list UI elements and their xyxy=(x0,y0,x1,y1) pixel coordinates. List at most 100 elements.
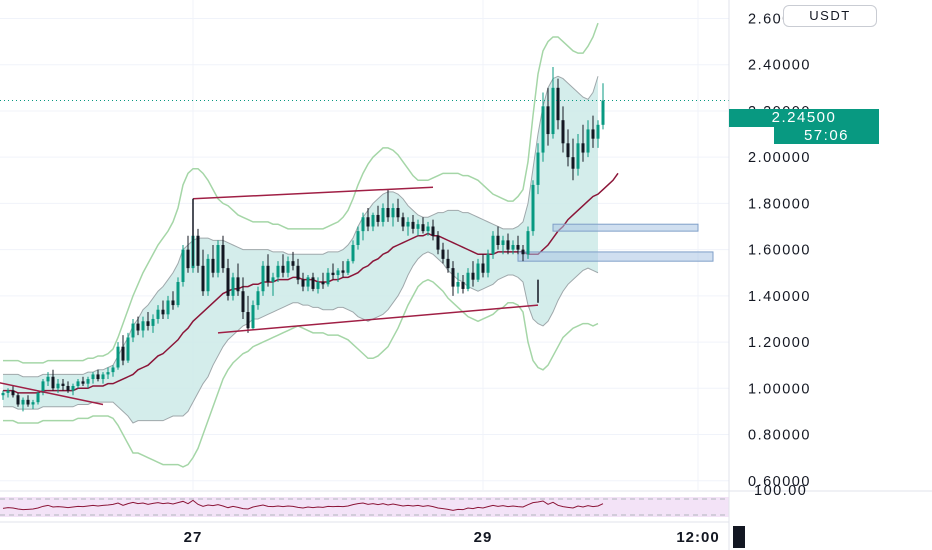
candle-body-24 xyxy=(121,346,125,361)
outer-lower-band xyxy=(3,278,599,468)
currency-button[interactable]: USDT xyxy=(783,5,877,27)
candle-body-114 xyxy=(571,157,575,169)
y-tick-label-10: 0.60000 xyxy=(748,474,811,490)
candle-body-44 xyxy=(221,245,225,269)
candle-body-3 xyxy=(16,395,20,405)
candle-body-11 xyxy=(56,383,60,389)
candle-body-35 xyxy=(176,281,180,306)
candle-body-94 xyxy=(471,272,475,280)
candle-body-67 xyxy=(336,270,340,276)
candle-body-91 xyxy=(456,281,460,287)
y-tick-label-4: 1.80000 xyxy=(748,196,811,212)
y-tick-label-1: 2.40000 xyxy=(748,58,811,74)
candle-body-85 xyxy=(426,226,430,232)
trend-lines xyxy=(0,186,539,406)
candle-body-71 xyxy=(356,231,360,245)
candle-body-63 xyxy=(316,281,320,289)
candle-body-102 xyxy=(511,245,515,250)
candle-body-106 xyxy=(531,184,535,232)
candle-body-58 xyxy=(291,261,295,266)
candle-body-61 xyxy=(306,277,310,287)
rsi-axis-label: 100.00 xyxy=(754,483,807,499)
trendline-1 xyxy=(217,304,539,334)
zone-0 xyxy=(552,223,699,232)
candle-body-72 xyxy=(361,217,365,232)
candle-body-57 xyxy=(286,261,290,273)
candle-series xyxy=(1,67,605,412)
candle-body-105 xyxy=(526,231,530,255)
candle-body-26 xyxy=(131,323,135,338)
candle-body-16 xyxy=(81,381,85,384)
candle-body-108 xyxy=(541,106,545,153)
candle-body-30 xyxy=(151,318,155,326)
candle-body-54 xyxy=(271,277,275,282)
candle-body-2 xyxy=(11,390,15,396)
rsi-pane xyxy=(0,490,932,517)
candle-body-10 xyxy=(51,376,55,389)
candle-body-116 xyxy=(581,143,585,153)
candle-body-87 xyxy=(436,235,440,250)
rsi-line xyxy=(2,499,604,511)
candle-body-46 xyxy=(231,277,235,296)
candle-body-93 xyxy=(466,272,470,289)
candle-body-18 xyxy=(91,374,95,380)
candle-body-86 xyxy=(431,226,435,236)
trendline-0 xyxy=(192,186,434,200)
candle-body-12 xyxy=(61,383,65,386)
candle-body-74 xyxy=(371,214,375,227)
candle-body-17 xyxy=(86,379,90,384)
candle-body-59 xyxy=(296,265,300,280)
candle-body-33 xyxy=(166,300,170,315)
candle-body-25 xyxy=(126,337,130,361)
candle-body-19 xyxy=(96,374,100,380)
rsi-band xyxy=(0,497,729,517)
x-tick-label-1: 29 xyxy=(474,529,493,546)
candle-body-118 xyxy=(591,129,595,139)
scroll-handle[interactable] xyxy=(733,526,745,548)
candle-body-8 xyxy=(41,381,45,393)
candle-body-81 xyxy=(406,221,410,227)
candle-body-79 xyxy=(396,208,400,218)
candle-body-95 xyxy=(476,263,480,280)
outer-upper-band xyxy=(3,22,599,364)
candle-body-104 xyxy=(521,249,525,255)
candle-body-4 xyxy=(21,399,25,405)
candle-body-77 xyxy=(386,208,390,218)
candle-body-89 xyxy=(446,258,450,269)
candle-body-68 xyxy=(341,270,345,273)
y-tick-label-6: 1.40000 xyxy=(748,289,811,305)
candle-body-31 xyxy=(156,309,160,319)
candle-body-45 xyxy=(226,268,230,296)
candle-body-49 xyxy=(246,312,250,329)
candle-body-88 xyxy=(441,249,445,259)
candle-body-5 xyxy=(26,399,30,405)
x-tick-label-2: 12:00 xyxy=(676,529,719,546)
y-tick-label-3: 2.00000 xyxy=(748,150,811,166)
candle-body-21 xyxy=(106,372,110,375)
candle-body-39 xyxy=(196,235,200,266)
candle-body-119 xyxy=(596,124,600,139)
candle-body-28 xyxy=(141,321,145,331)
candle-body-112 xyxy=(561,120,565,144)
candle-body-60 xyxy=(301,279,305,287)
x-tick-label-0: 27 xyxy=(184,529,203,546)
candle-body-6 xyxy=(31,402,35,405)
candle-body-110 xyxy=(551,87,555,135)
candle-body-15 xyxy=(76,381,80,386)
candle-body-51 xyxy=(256,291,260,306)
candle-body-50 xyxy=(251,305,255,329)
candle-body-13 xyxy=(66,385,70,391)
candle-body-111 xyxy=(556,87,560,121)
candle-body-1 xyxy=(6,390,10,393)
candle-body-56 xyxy=(281,265,285,273)
candle-body-27 xyxy=(136,323,140,331)
candle-body-113 xyxy=(566,143,570,158)
candle-body-7 xyxy=(36,392,40,403)
candle-body-80 xyxy=(401,217,405,227)
candle-body-47 xyxy=(236,277,240,292)
y-tick-label-9: 0.80000 xyxy=(748,428,811,444)
candle-body-101 xyxy=(506,240,510,250)
candle-body-36 xyxy=(181,249,185,282)
